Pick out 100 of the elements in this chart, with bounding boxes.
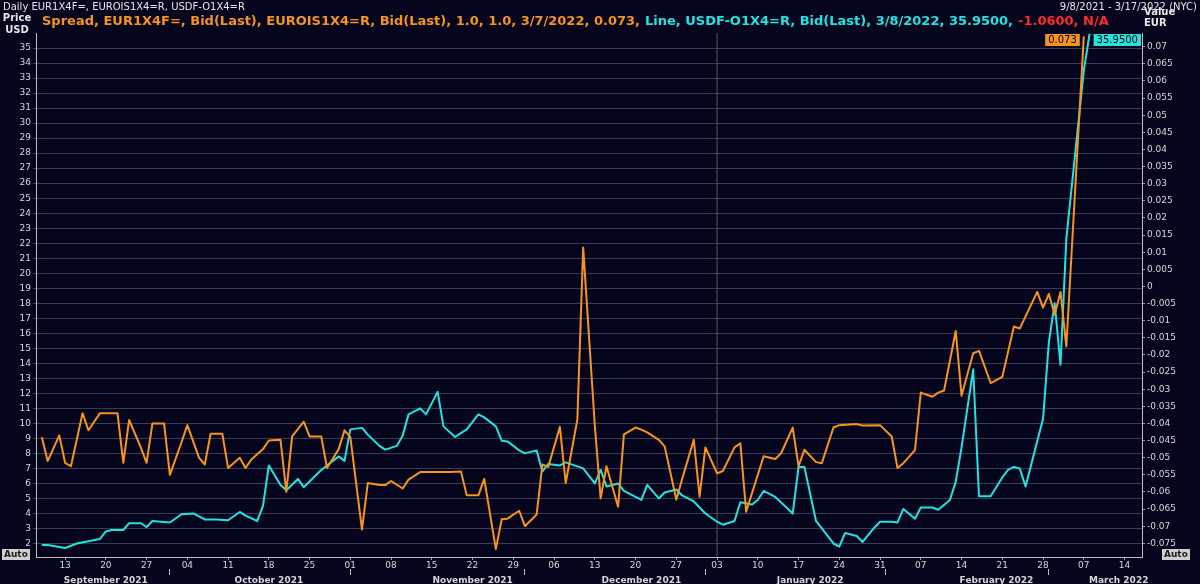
y2-tick-label: 0.02 [1147,212,1168,223]
x-tick-label: 06 [548,559,561,570]
data-label: 35.9500 [1096,33,1138,45]
y2-tick-label: -0.07 [1147,520,1171,531]
y-tick-label: 9 [25,432,32,443]
y-tick-label: 32 [19,87,31,98]
y2-tick-label: 0.065 [1147,58,1173,69]
x-tick-label: 22 [466,559,479,570]
y-tick-label: 29 [19,132,32,143]
y-tick-label: 6 [25,477,32,488]
y-tick-label: 7 [25,462,31,473]
y-tick-label: 11 [19,402,31,413]
y2-tick-label: 0.015 [1147,229,1173,240]
y-tick-label: 30 [19,117,32,128]
x-tick-label: 03 [711,559,723,570]
y-tick-label: 4 [25,507,32,518]
x-tick-label: 28 [1037,559,1050,570]
data-label: 0.073 [1048,33,1077,45]
y-tick-label: 21 [19,252,31,263]
x2-tick-label: January 2022 [775,574,844,584]
x-tick-label: 10 [752,559,764,570]
x-tick-label: 27 [140,559,153,570]
y-tick-label: 19 [19,282,32,293]
y-tick-label: 14 [19,357,32,368]
x-tick-label: 04 [181,559,194,570]
y2-tick-label: 0.04 [1147,143,1168,154]
x2-tick-label: February 2022 [959,574,1034,584]
x-tick-label: 15 [426,559,438,570]
y-tick-label: 3 [25,522,31,533]
y2-tick-label: -0.045 [1147,434,1177,445]
x-tick-label: 24 [833,559,846,570]
y2-tick-label: -0.015 [1147,332,1177,343]
x-tick-label: 01 [344,559,357,570]
y-tick-label: 34 [19,57,32,68]
y-tick-label: 17 [19,312,31,323]
y2-tick-label: -0.05 [1147,452,1171,463]
x-tick-label: 20 [100,559,112,570]
text: Auto [1162,549,1190,560]
x-tick-label: 20 [629,559,642,570]
y2-tick-label: 0.06 [1147,75,1168,86]
x2-tick-label: October 2021 [234,574,304,584]
y-axis-title: Price USD [1,12,33,36]
y2-tick-label: -0.06 [1147,486,1171,497]
y-tick-label: 28 [19,147,32,158]
x-tick-label: 17 [792,559,805,570]
x-tick-label: 31 [874,559,886,570]
x-tick-label: 14 [1118,559,1131,570]
y2-tick-label: 0.045 [1147,126,1173,137]
y-tick-label: 12 [19,387,31,398]
y-tick-label: 16 [19,327,32,338]
y-tick-label: 10 [19,417,32,428]
y2-tick-label: -0.01 [1147,315,1171,326]
y2-tick-label: -0.075 [1147,537,1177,548]
x2-tick-label: November 2021 [432,574,513,584]
y-tick-label: 24 [19,207,32,218]
y2-tick-label: 0.03 [1147,178,1168,189]
y-tick-label: 31 [19,102,31,113]
x2-tick-label: September 2021 [63,574,148,584]
x-tick-label: 07 [1078,559,1090,570]
y-tick-label: 5 [25,492,31,503]
x-tick-label: 08 [385,559,398,570]
y-tick-label: 20 [19,267,32,278]
x-tick-label: 25 [303,559,316,570]
y-tick-label: 2 [25,537,31,548]
y-tick-label: 23 [19,222,31,233]
y-tick-label: 33 [19,72,31,83]
x-tick-label: 14 [955,559,968,570]
x-tick-label: 27 [670,559,683,570]
y2-tick-label: -0.02 [1147,349,1171,360]
y-tick-label: 22 [19,237,31,248]
y2-tick-label: 0.025 [1147,195,1173,206]
y2-tick-label: -0.035 [1147,400,1177,411]
y2-tick-label: 0.055 [1147,92,1173,103]
y-tick-label: 13 [19,372,31,383]
x-tick-label: 07 [915,559,927,570]
y2-tick-label: 0.05 [1147,109,1168,120]
text: Spread, EUR1X4F=, Bid(Last), EUROIS1X4=R, Bid(Last), 1.0, 1.0, 3/7/2022, 0.073, [42,13,640,28]
y2-tick-label: 0.01 [1147,246,1168,257]
y2-tick-label: -0.04 [1147,417,1171,428]
chart-title: Daily EUR1X4F=, EUROIS1X4=R, USDF-O1X4=R [3,1,245,12]
y2-tick-label: 0 [1147,280,1153,291]
y2-tick-label: -0.025 [1147,366,1177,377]
x-tick-label: 21 [996,559,1009,570]
y2-tick-label: -0.065 [1147,503,1177,514]
y2-tick-label: 0.005 [1147,263,1173,274]
x-tick-label: 13 [589,559,601,570]
x-tick-label: 29 [507,559,520,570]
x2-tick-label: December 2021 [601,574,682,584]
y2-tick-label: -0.03 [1147,383,1171,394]
y-tick-label: 25 [19,192,31,203]
text: -1.0600, N/A [1018,13,1109,28]
x-tick-label: 18 [263,559,275,570]
y-tick-label: 26 [19,177,32,188]
x-tick-label: 13 [59,559,71,570]
x-tick-label: 11 [222,559,234,570]
y2-tick-label: -0.005 [1147,297,1177,308]
y2-tick-label: -0.055 [1147,469,1177,480]
x2-tick-label: March 2022 [1089,574,1149,584]
text: Auto [2,549,30,560]
y2-tick-label: 0.035 [1147,160,1173,171]
